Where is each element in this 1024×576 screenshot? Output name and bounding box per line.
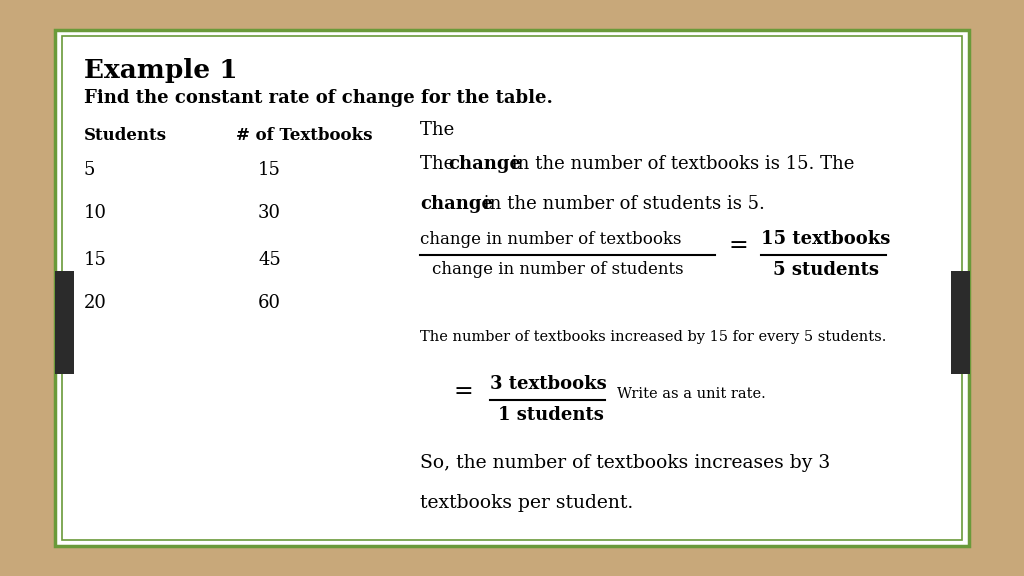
FancyBboxPatch shape bbox=[55, 30, 969, 546]
Text: So, the number of textbooks increases by 3: So, the number of textbooks increases by… bbox=[420, 454, 830, 472]
Bar bbox=[951, 271, 970, 374]
Text: 15: 15 bbox=[258, 161, 281, 179]
Text: change in number of students: change in number of students bbox=[432, 261, 683, 278]
Text: 1 students: 1 students bbox=[498, 406, 604, 424]
Text: 15 textbooks: 15 textbooks bbox=[761, 230, 890, 248]
Bar bbox=[55, 271, 74, 374]
Text: 15: 15 bbox=[84, 251, 106, 268]
Text: The number of textbooks increased by 15 for every 5 students.: The number of textbooks increased by 15 … bbox=[420, 330, 886, 344]
Text: Students: Students bbox=[84, 127, 167, 144]
Text: =: = bbox=[454, 380, 473, 403]
Text: 20: 20 bbox=[84, 294, 106, 312]
Text: =: = bbox=[729, 234, 749, 257]
Text: # of Textbooks: # of Textbooks bbox=[236, 127, 372, 144]
Text: 3 textbooks: 3 textbooks bbox=[489, 375, 606, 393]
Text: change: change bbox=[420, 195, 493, 213]
Text: Find the constant rate of change for the table.: Find the constant rate of change for the… bbox=[84, 89, 553, 107]
Text: The: The bbox=[420, 155, 460, 173]
Text: Example 1: Example 1 bbox=[84, 58, 238, 82]
Text: in the number of textbooks is 15. The: in the number of textbooks is 15. The bbox=[506, 155, 854, 173]
Text: change: change bbox=[447, 155, 521, 173]
Text: 60: 60 bbox=[258, 294, 281, 312]
Text: 10: 10 bbox=[84, 204, 106, 222]
Text: Write as a unit rate.: Write as a unit rate. bbox=[616, 387, 766, 401]
Text: 30: 30 bbox=[258, 204, 281, 222]
Text: textbooks per student.: textbooks per student. bbox=[420, 494, 633, 512]
Text: The: The bbox=[420, 121, 460, 139]
Text: 5 students: 5 students bbox=[773, 261, 879, 279]
Text: 45: 45 bbox=[258, 251, 281, 268]
Text: change in number of textbooks: change in number of textbooks bbox=[420, 231, 681, 248]
Text: 5: 5 bbox=[84, 161, 95, 179]
Text: in the number of students is 5.: in the number of students is 5. bbox=[478, 195, 765, 213]
